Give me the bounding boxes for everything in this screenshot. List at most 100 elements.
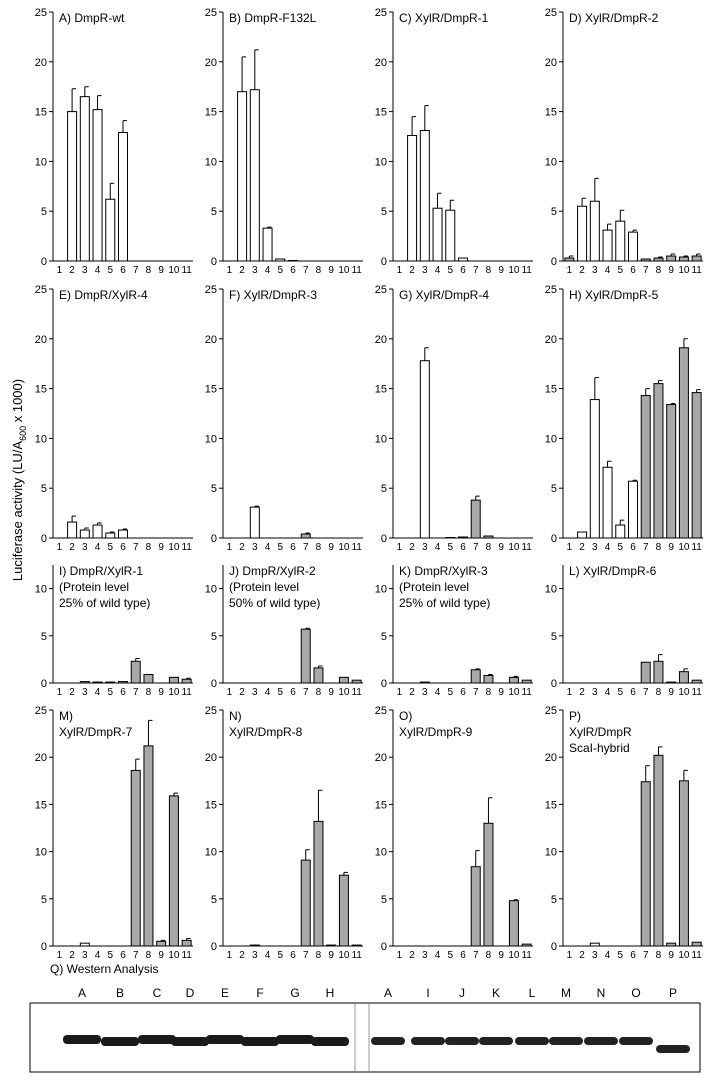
panel-title: (Protein level: [229, 580, 299, 594]
bar: [459, 537, 468, 538]
x-tick-label: 7: [473, 950, 479, 961]
x-tick-label: 3: [252, 265, 258, 276]
bar: [238, 92, 247, 261]
panel-title: ScaI-hybrid: [569, 741, 630, 755]
bar: [80, 682, 89, 683]
bar: [119, 133, 128, 261]
bar: [301, 629, 310, 683]
y-tick-label: 15: [35, 384, 47, 396]
x-tick-label: 6: [460, 950, 466, 961]
y-tick-label: 15: [205, 799, 217, 811]
x-tick-label: 10: [508, 265, 520, 276]
y-tick-label: 5: [41, 206, 47, 218]
x-tick-label: 2: [579, 265, 585, 276]
x-tick-label: 2: [69, 542, 75, 553]
x-tick-label: 7: [303, 265, 309, 276]
x-tick-label: 1: [57, 542, 63, 553]
x-tick-label: 5: [277, 950, 283, 961]
blot-band: [276, 1035, 314, 1044]
bar: [641, 396, 650, 538]
bar: [119, 530, 128, 538]
error-bar: [646, 389, 650, 396]
y-tick-label: 25: [205, 705, 217, 717]
x-tick-label: 7: [643, 950, 649, 961]
blot-band: [549, 1037, 583, 1045]
x-tick-label: 8: [316, 542, 322, 553]
x-tick-label: 5: [107, 950, 113, 961]
x-tick-label: 7: [473, 265, 479, 276]
x-tick-label: 3: [422, 265, 428, 276]
x-tick-label: 11: [181, 950, 192, 961]
x-tick-label: 1: [567, 950, 573, 961]
y-tick-label: 25: [545, 7, 557, 19]
x-tick-label: 7: [303, 542, 309, 553]
bar: [144, 675, 153, 683]
error-bar: [646, 766, 650, 782]
lane-label: N: [597, 986, 606, 1000]
error-bar: [148, 720, 152, 745]
x-tick-label: 7: [133, 542, 139, 553]
panel-title: 25% of wild type): [399, 596, 490, 610]
blot-band: [445, 1037, 479, 1045]
blot-band: [411, 1037, 445, 1045]
bar: [641, 662, 650, 683]
x-tick-label: 6: [630, 542, 636, 553]
y-tick-label: 10: [375, 584, 387, 596]
x-tick-label: 8: [656, 265, 662, 276]
y-label-part: x 1000): [10, 379, 25, 426]
bar: [679, 781, 688, 946]
lane-label: K: [492, 986, 500, 1000]
bar: [182, 940, 191, 946]
lane-label: A: [384, 986, 392, 1000]
x-tick-label: 11: [181, 542, 192, 553]
x-tick-label: 2: [69, 950, 75, 961]
x-tick-label: 4: [265, 687, 271, 698]
bar: [629, 232, 638, 261]
y-tick-label: 20: [375, 752, 387, 764]
x-tick-label: 6: [460, 265, 466, 276]
bar: [250, 945, 259, 946]
x-tick-label: 2: [69, 265, 75, 276]
bar: [654, 258, 663, 261]
panel-title: E) DmpR/XylR-4: [59, 288, 148, 302]
y-tick-label: 5: [211, 483, 217, 495]
x-tick-label: 1: [57, 687, 63, 698]
y-tick-label: 0: [551, 678, 557, 690]
x-tick-label: 8: [656, 542, 662, 553]
blot-band: [479, 1037, 513, 1045]
y-tick-label: 25: [375, 705, 387, 717]
x-tick-label: 9: [158, 687, 164, 698]
blot-band: [171, 1037, 209, 1046]
y-tick-label: 0: [41, 941, 47, 953]
y-tick-label: 5: [551, 631, 557, 643]
error-bar: [620, 520, 624, 525]
error-bar: [306, 850, 310, 860]
panel-title: 50% of wild type): [229, 596, 320, 610]
y-tick-label: 0: [41, 678, 47, 690]
x-tick-label: 9: [498, 265, 504, 276]
bar: [667, 682, 676, 683]
y-tick-label: 25: [545, 705, 557, 717]
error-bar: [98, 96, 102, 110]
x-tick-label: 10: [168, 265, 180, 276]
x-tick-label: 6: [120, 950, 126, 961]
x-tick-label: 5: [277, 542, 283, 553]
bar: [80, 943, 89, 946]
error-bar: [85, 87, 89, 97]
x-tick-label: 4: [605, 542, 611, 553]
lane-label: H: [326, 986, 335, 1000]
bar: [578, 532, 587, 538]
bar: [263, 228, 272, 261]
x-tick-label: 6: [120, 542, 126, 553]
x-tick-label: 7: [133, 687, 139, 698]
blot-band: [241, 1037, 279, 1046]
x-tick-label: 10: [338, 542, 350, 553]
bar: [654, 661, 663, 683]
x-tick-label: 9: [498, 687, 504, 698]
x-tick-label: 1: [397, 687, 403, 698]
x-tick-label: 1: [227, 950, 233, 961]
x-tick-label: 6: [120, 687, 126, 698]
x-tick-label: 1: [567, 687, 573, 698]
bar: [471, 500, 480, 538]
bar: [352, 945, 361, 946]
